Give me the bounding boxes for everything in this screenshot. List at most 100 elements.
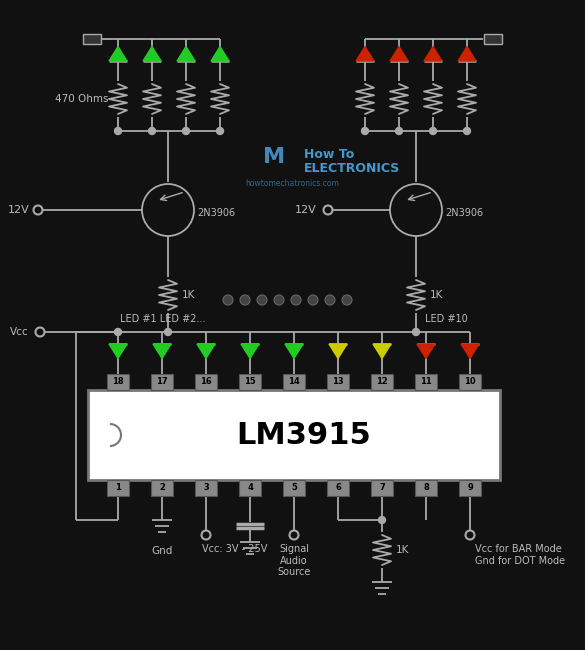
Polygon shape [329,344,347,358]
Text: 6: 6 [335,484,341,493]
Polygon shape [373,344,391,358]
Polygon shape [109,344,127,358]
FancyBboxPatch shape [195,480,217,496]
FancyBboxPatch shape [415,480,437,496]
Circle shape [149,127,156,135]
FancyBboxPatch shape [371,374,393,390]
Text: Vcc for BAR Mode
Gnd for DOT Mode: Vcc for BAR Mode Gnd for DOT Mode [475,544,565,566]
Circle shape [36,328,44,337]
FancyBboxPatch shape [195,374,217,390]
Text: 2N3906: 2N3906 [445,208,483,218]
Circle shape [240,295,250,305]
Circle shape [325,295,335,305]
Polygon shape [153,344,171,358]
Text: 11: 11 [420,378,432,387]
Text: 9: 9 [467,484,473,493]
FancyBboxPatch shape [283,374,305,390]
Polygon shape [390,47,408,61]
Text: 17: 17 [156,378,168,387]
Polygon shape [109,47,127,61]
Circle shape [429,127,436,135]
Circle shape [223,295,233,305]
FancyBboxPatch shape [371,480,393,496]
Polygon shape [211,47,229,61]
Polygon shape [285,344,303,358]
Text: 7: 7 [379,484,385,493]
Text: Vcc: 3V - 25V: Vcc: 3V - 25V [202,544,267,554]
Circle shape [378,517,386,523]
Circle shape [463,127,470,135]
Circle shape [142,184,194,236]
Circle shape [183,127,190,135]
Polygon shape [356,47,374,61]
Circle shape [291,295,301,305]
FancyBboxPatch shape [327,374,349,390]
Circle shape [290,530,298,540]
FancyBboxPatch shape [484,34,502,44]
Circle shape [216,127,223,135]
Text: 1K: 1K [182,290,195,300]
Text: 1K: 1K [396,545,409,555]
FancyBboxPatch shape [107,374,129,390]
Text: 12V: 12V [8,205,30,215]
Circle shape [324,205,332,214]
Text: 18: 18 [112,378,124,387]
Polygon shape [177,47,195,61]
Text: 470 Ohms: 470 Ohms [55,94,108,104]
Text: ELECTRONICS: ELECTRONICS [304,162,400,176]
Circle shape [274,295,284,305]
Circle shape [342,295,352,305]
Text: 13: 13 [332,378,344,387]
Text: 2N3906: 2N3906 [197,208,235,218]
FancyBboxPatch shape [415,374,437,390]
Circle shape [201,530,211,540]
Text: Signal
Audio
Source: Signal Audio Source [277,544,311,577]
Circle shape [395,127,402,135]
Circle shape [257,295,267,305]
Text: 1K: 1K [430,290,443,300]
FancyBboxPatch shape [88,390,500,480]
Text: M: M [263,147,285,167]
Text: 5: 5 [291,484,297,493]
FancyBboxPatch shape [151,480,173,496]
Polygon shape [143,47,161,61]
Text: 14: 14 [288,378,300,387]
Text: 16: 16 [200,378,212,387]
FancyBboxPatch shape [83,34,101,44]
FancyBboxPatch shape [107,480,129,496]
Text: 1: 1 [115,484,121,493]
Circle shape [164,328,171,335]
FancyBboxPatch shape [459,480,481,496]
Text: 2: 2 [159,484,165,493]
Circle shape [390,184,442,236]
Text: 8: 8 [423,484,429,493]
Text: How To: How To [304,148,355,161]
Text: 3: 3 [203,484,209,493]
FancyBboxPatch shape [283,480,305,496]
FancyBboxPatch shape [151,374,173,390]
Text: LED #1 LED #2...: LED #1 LED #2... [120,314,205,324]
FancyBboxPatch shape [239,374,261,390]
Text: LED #10: LED #10 [425,314,468,324]
Text: 4: 4 [247,484,253,493]
Text: LM3915: LM3915 [236,421,371,450]
Polygon shape [461,344,479,358]
Circle shape [33,205,43,214]
Circle shape [466,530,474,540]
Text: howtomechatronics.com: howtomechatronics.com [245,179,339,187]
FancyBboxPatch shape [327,480,349,496]
FancyBboxPatch shape [459,374,481,390]
Text: 12: 12 [376,378,388,387]
Polygon shape [417,344,435,358]
Polygon shape [458,47,476,61]
Text: 12V: 12V [295,205,316,215]
Circle shape [115,127,122,135]
Circle shape [308,295,318,305]
Text: Gnd: Gnd [152,546,173,556]
Polygon shape [424,47,442,61]
Text: 15: 15 [244,378,256,387]
Circle shape [362,127,369,135]
Polygon shape [241,344,259,358]
FancyBboxPatch shape [239,480,261,496]
Text: Vcc: Vcc [10,327,29,337]
